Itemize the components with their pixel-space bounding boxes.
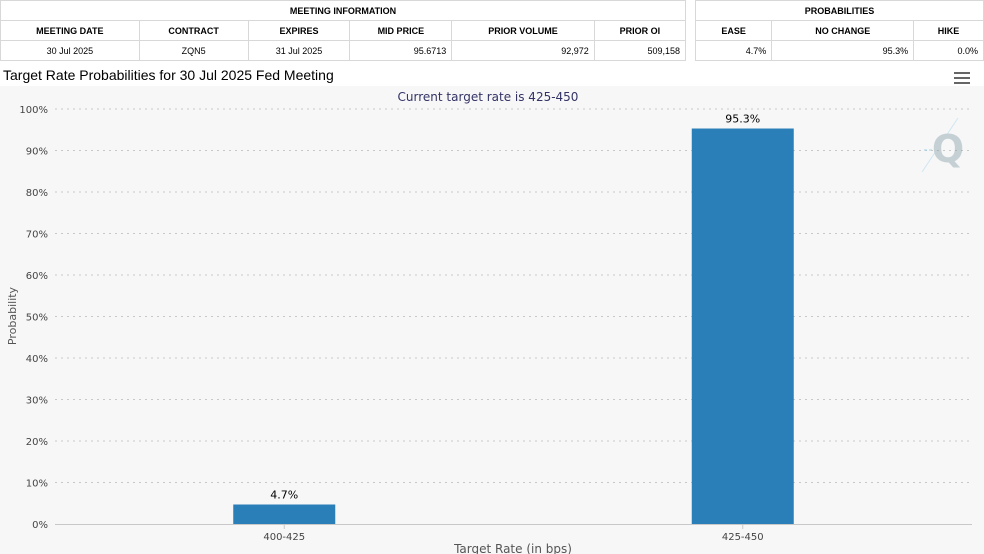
y-tick-label: 20% bbox=[26, 437, 48, 448]
x-axis-label: Target Rate (in bps) bbox=[453, 542, 572, 554]
x-tick-label: 400-425 bbox=[263, 532, 305, 543]
y-tick-label: 90% bbox=[26, 147, 48, 158]
chart-title: Target Rate Probabilities for 30 Jul 202… bbox=[3, 67, 334, 83]
chart-subtitle: Current target rate is 425-450 bbox=[398, 90, 579, 104]
meeting-date-cell: 30 Jul 2025 bbox=[0, 40, 140, 61]
y-tick-label: 40% bbox=[26, 354, 48, 365]
table-row: 30 Jul 2025 ZQN5 31 Jul 2025 95.6713 92,… bbox=[0, 40, 687, 61]
q-logo-icon: Q bbox=[921, 117, 964, 173]
prior-oi-cell: 509,158 bbox=[593, 40, 687, 61]
prior-volume-cell: 92,972 bbox=[451, 40, 595, 61]
probabilities-table: PROBABILITIES EASE NO CHANGE HIKE 4.7% 9… bbox=[694, 0, 984, 61]
y-tick-label: 10% bbox=[26, 479, 48, 490]
no-change-cell: 95.3% bbox=[771, 40, 915, 61]
probabilities-header-row: EASE NO CHANGE HIKE bbox=[694, 20, 984, 41]
data-label: 4.7% bbox=[270, 488, 298, 501]
ease-cell: 4.7% bbox=[694, 40, 773, 61]
meeting-information-table: MEETING INFORMATION MEETING DATE CONTRAC… bbox=[0, 0, 687, 61]
bar bbox=[233, 504, 336, 524]
expires-cell: 31 Jul 2025 bbox=[247, 40, 351, 61]
y-tick-label: 30% bbox=[26, 396, 48, 407]
chart-area bbox=[0, 86, 984, 554]
y-tick-label: 50% bbox=[26, 313, 48, 324]
y-tick-label: 60% bbox=[26, 271, 48, 282]
bar bbox=[691, 128, 794, 524]
y-axis-label: Probability bbox=[6, 286, 19, 345]
y-tick-label: 70% bbox=[26, 230, 48, 241]
x-tick-label: 425-450 bbox=[722, 532, 764, 543]
hamburger-menu-icon[interactable] bbox=[954, 72, 970, 84]
hike-cell: 0.0% bbox=[913, 40, 984, 61]
mid-price-cell: 95.6713 bbox=[349, 40, 453, 61]
y-tick-label: 100% bbox=[19, 105, 48, 116]
data-label: 95.3% bbox=[725, 113, 760, 126]
table-row: 4.7% 95.3% 0.0% bbox=[694, 40, 984, 61]
y-tick-label: 80% bbox=[26, 188, 48, 199]
y-tick-label: 0% bbox=[32, 520, 48, 531]
svg-text:Q: Q bbox=[932, 127, 964, 171]
